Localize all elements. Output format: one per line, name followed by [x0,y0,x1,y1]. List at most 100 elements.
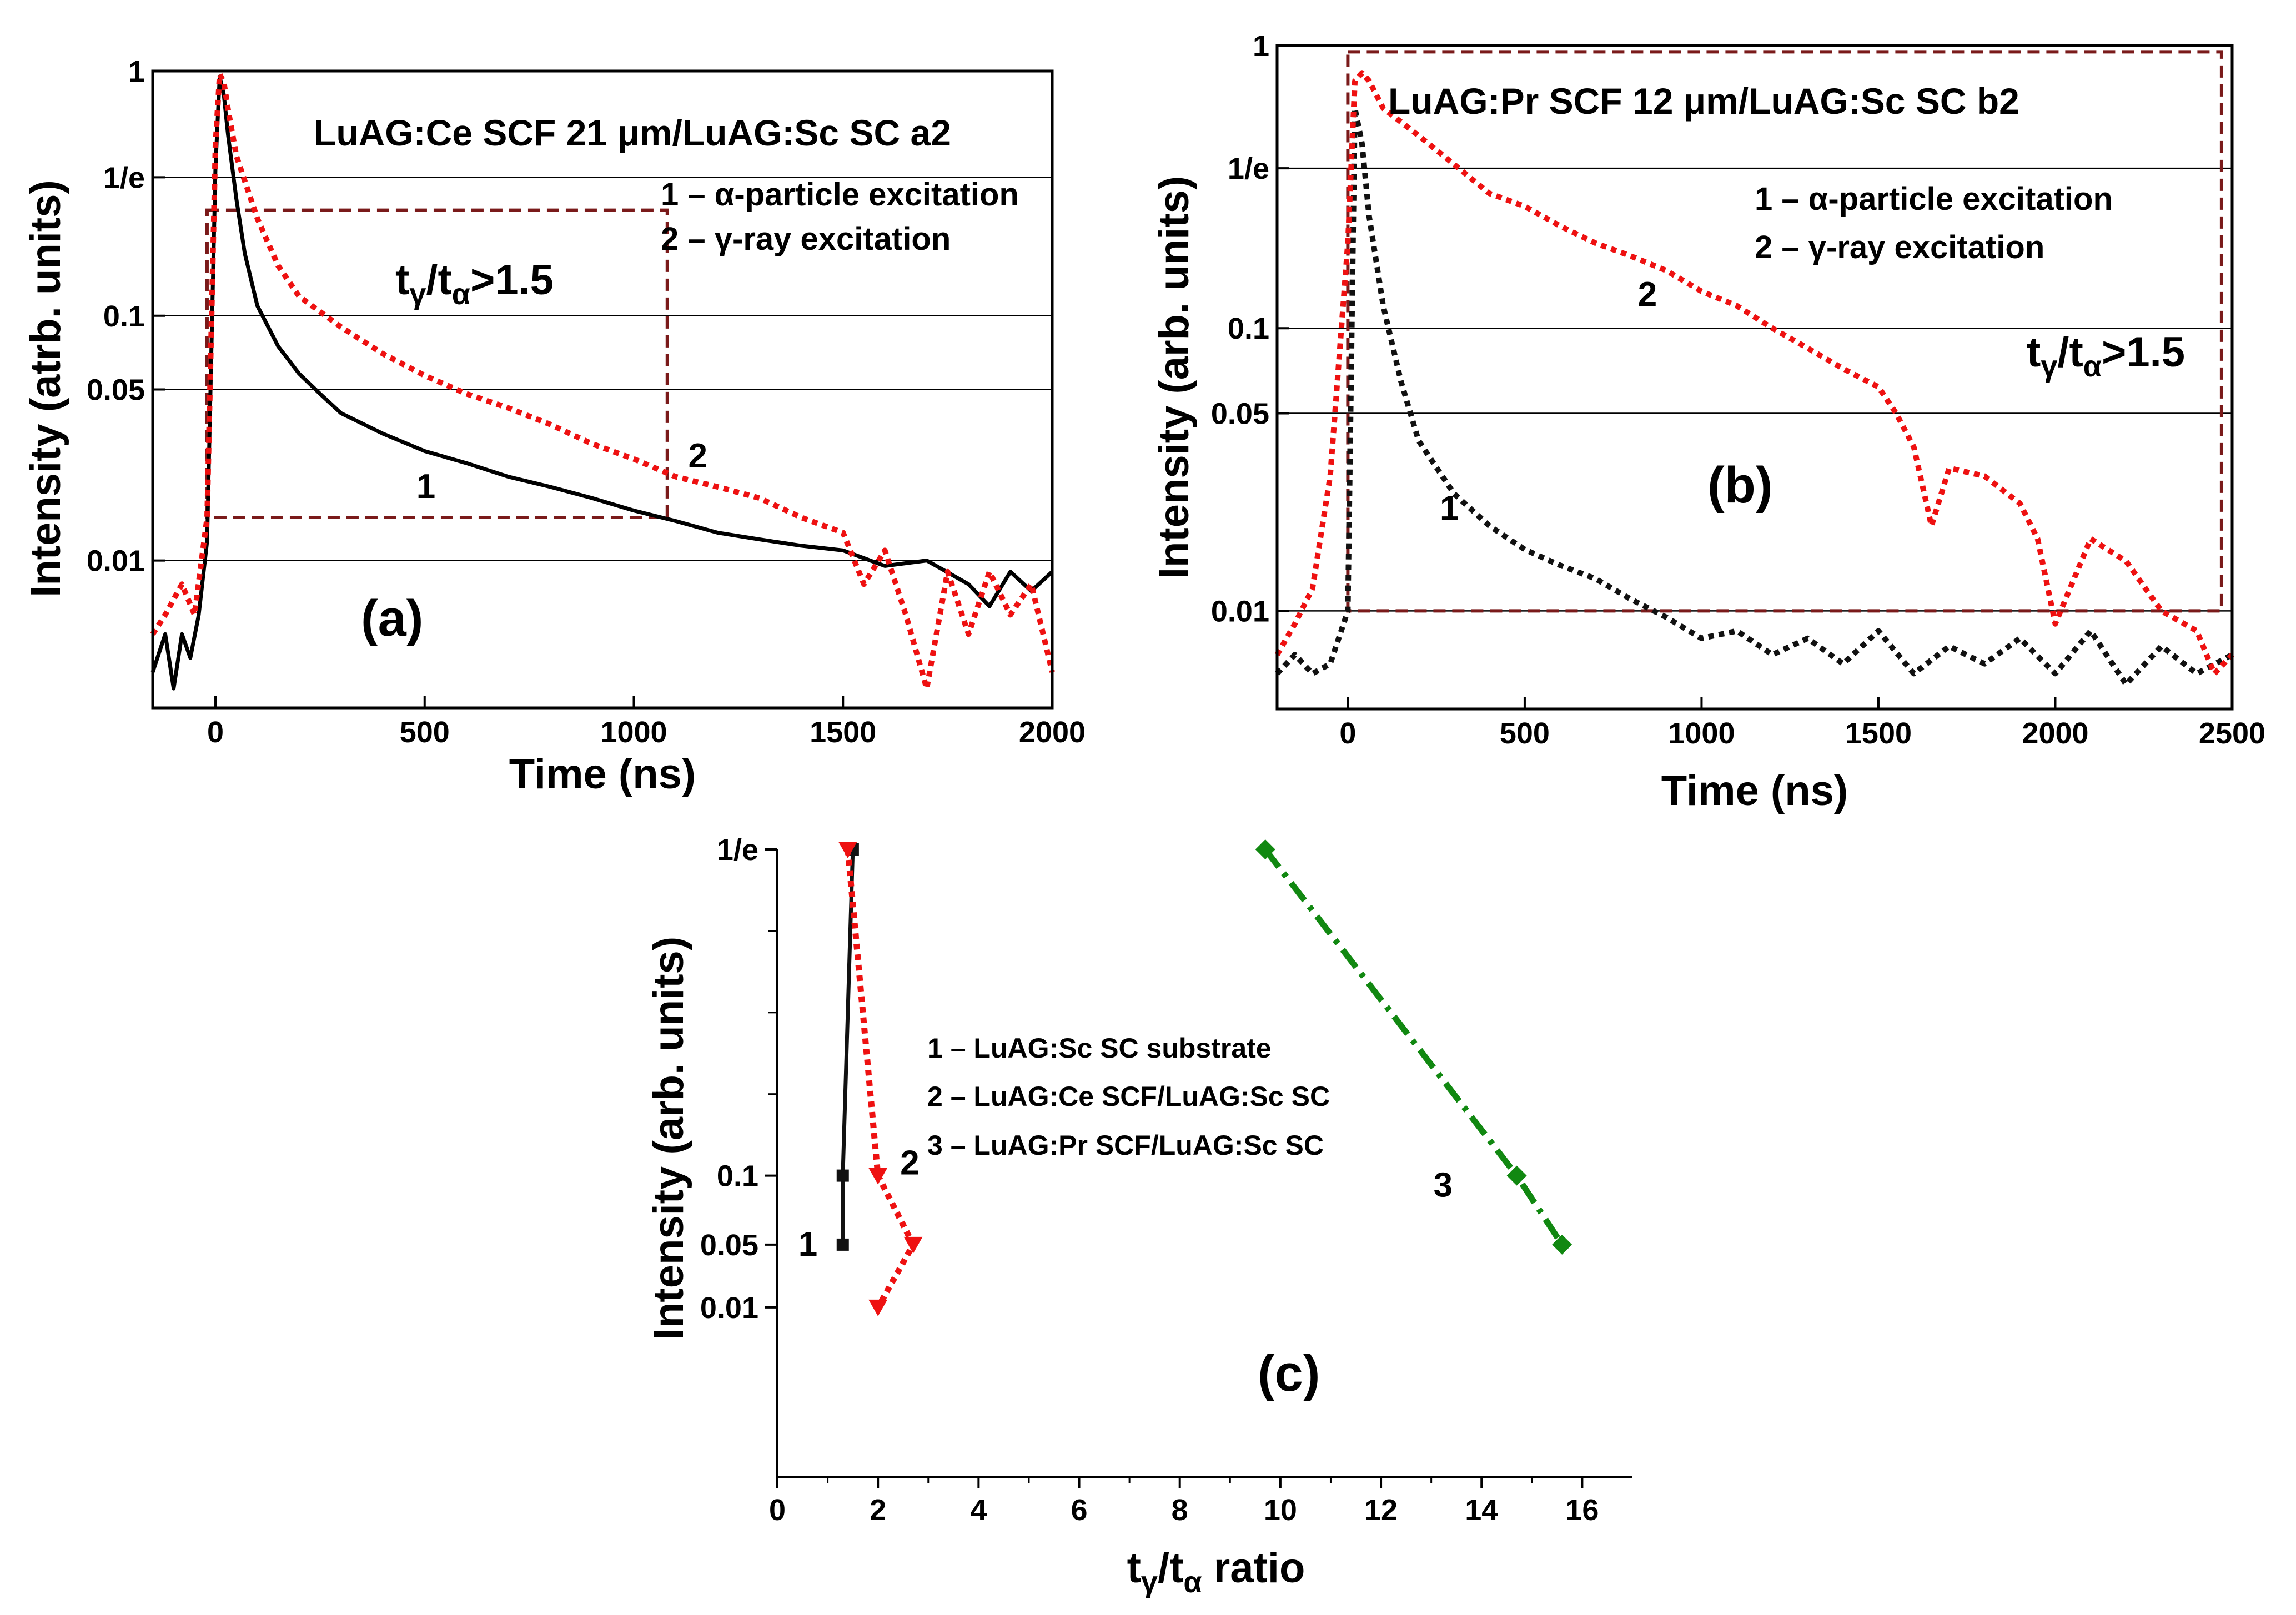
c-series-2-marker-2 [903,1236,923,1254]
panel-c-xlabel-t: t [1127,1544,1141,1592]
panel-b-legend-2: 2 – γ-ray excitation [1755,229,2044,265]
panel-a-x-axis-label: Time (ns) [509,751,696,798]
c-ytick-label-2: 0.05 [700,1229,758,1262]
panel-c-chart: 0 2 4 6 8 10 12 14 16 1/e0.10.050.01 1 – LuAG:Sc… [645,833,1632,1599]
a-ytick-label-1: 1/e [103,161,145,194]
panel-c-legend-1: 1 – LuAG:Sc SC substrate [927,1033,1272,1064]
c-ytick-label-1: 0.1 [717,1160,758,1193]
a-xtick-label-2: 1000 [600,716,667,749]
c-series-3-marker-2 [1552,1234,1572,1255]
panel-b-label: (b) [1707,457,1772,514]
panel-c-series [836,839,1572,1316]
panel-b-chart: 0 500 1000 1500 2000 2500 1 1/e 0.1 0.05 0.01 LuA… [1150,29,2265,814]
panel-a-reference-lines [153,177,1052,561]
b-ytick-label-3: 0.05 [1211,397,1269,430]
panel-a-ratio-sub-gamma: γ [409,278,426,311]
panel-a-ratio-annotation: tγ/tα>1.5 [395,256,554,311]
c-xtick-label-0: 0 [769,1493,786,1527]
panel-a-legend-1: 1 – α-particle excitation [661,177,1019,213]
b-xtick-label-5: 2500 [2199,717,2265,750]
panel-a-label: (a) [361,590,423,647]
c-ytick-label-3: 0.01 [700,1291,758,1325]
c-xtick-label-7: 14 [1465,1493,1498,1527]
panel-b-ratio-annotation: tγ/tα>1.5 [2027,329,2185,383]
panel-c-y-ticks: 1/e 0.1 0.05 0.01 [700,833,777,1325]
panel-c-label: (c) [1258,1345,1320,1402]
b-ytick-label-0: 1 [1253,29,1269,63]
panel-b-ratio-box [1346,50,2223,613]
panel-b-ratio-mid: /t [2057,329,2083,376]
panel-b-ratio-t: t [2027,329,2041,376]
panel-b-x-axis-label: Time (ns) [1661,767,1848,814]
panel-c-curve-label-1: 1 [798,1225,817,1264]
panel-a-curve-label-1: 1 [416,467,435,506]
a-xtick-label-1: 500 [400,716,450,749]
c-xtick-label-8: 16 [1565,1493,1599,1527]
panel-c-x-ticks: 0 2 4 6 8 10 12 14 16 [769,1477,1599,1527]
b-xtick-label-3: 1500 [1845,717,1912,750]
b-xtick-label-2: 1000 [1668,717,1735,750]
panel-a-y-axis-label: Intensity (atrb. units) [22,180,69,597]
c-xtick-label-4: 8 [1172,1493,1188,1527]
b-ytick-label-2: 0.1 [1228,312,1269,345]
c-ytick-label-0: 1/e [717,833,758,867]
c-series-3-marker-0 [1255,839,1275,859]
a-series-2-line [150,71,1055,692]
c-xtick-label-6: 12 [1364,1493,1398,1527]
panel-a-ratio-t: t [395,256,409,304]
c-xtick-label-5: 10 [1264,1493,1297,1527]
panel-b-x-ticks: 0 500 1000 1500 2000 2500 [1339,697,2265,750]
panel-b-series [1274,70,2234,687]
panel-a-ratio-box [205,208,669,519]
b-ytick-label-4: 0.01 [1211,595,1269,628]
panel-c-xlabel-tail: ratio [1202,1544,1305,1592]
panel-b-curve-label-2: 2 [1638,275,1657,314]
panel-b-title: LuAG:Pr SCF 12 μm/LuAG:Sc SC b2 [1388,81,2019,122]
c-xtick-label-1: 2 [870,1493,886,1527]
panel-a-x-ticks: 0 500 1000 1500 2000 [207,696,1086,749]
panel-c-curve-label-3: 3 [1434,1166,1453,1205]
a-ytick-label-2: 0.1 [103,300,145,333]
c-series-2-line [845,849,917,1309]
panel-a-series [150,71,1055,692]
panel-c-legend-3: 3 – LuAG:Pr SCF/LuAG:Sc SC [927,1130,1324,1161]
panel-c-curve-label-2: 2 [900,1144,919,1183]
panel-b-ratio-tail: >1.5 [2102,329,2185,376]
a-ytick-label-3: 0.05 [87,374,145,407]
b-xtick-label-4: 2000 [2022,717,2088,750]
c-series-2-marker-3 [868,1299,888,1316]
panel-c-x-axis-label: tγ/tα ratio [1127,1544,1305,1599]
panel-c-xlabel-mid: /t [1158,1544,1183,1592]
b-series-1-line [1275,105,2234,687]
panel-a-chart: 0 500 1000 1500 2000 1 1/e 0.1 0.05 0.01 LuAG:Ce… [22,55,1086,798]
b-box-rect [1346,50,2223,613]
panel-a-title: LuAG:Ce SCF 21 μm/LuAG:Sc SC a2 [314,112,951,153]
a-series-1-line [150,74,1054,691]
panel-a-ratio-tail: >1.5 [470,256,554,304]
a-xtick-label-3: 1500 [810,716,876,749]
b-xtick-label-0: 0 [1339,717,1356,750]
c-xtick-label-2: 4 [970,1493,987,1527]
panel-a-curve-label-2: 2 [688,437,707,475]
panel-b-y-ticks: 1 1/e 0.1 0.05 0.01 [1211,29,1289,628]
panel-b-y-axis-label: Intensity (arb. units) [1150,176,1198,579]
panel-c-legend-2: 2 – LuAG:Ce SCF/LuAG:Sc SC [927,1081,1330,1112]
c-series-2-marker-1 [868,1168,888,1185]
a-ytick-label-0: 1 [128,55,145,88]
panel-c-y-axis-label: Intensity (arb. units) [645,937,692,1340]
panel-a-y-ticks: 1 1/e 0.1 0.05 0.01 [87,55,165,578]
c-series-1-marker-1 [836,1169,849,1182]
b-xtick-label-1: 500 [1500,717,1550,750]
panel-c-xlabel-sub-gamma: γ [1141,1566,1158,1599]
panel-a-ratio-sub-alpha: α [452,278,470,311]
c-series-1-marker-2 [836,1238,849,1251]
c-xtick-label-3: 6 [1071,1493,1088,1527]
panel-b-legend-1: 1 – α-particle excitation [1755,181,2113,217]
b-ytick-label-1: 1/e [1228,152,1269,185]
a-xtick-label-4: 2000 [1019,716,1086,749]
b-series-2-line [1274,70,2234,677]
panel-c-axes [776,849,1632,1478]
a-box-rect [205,208,669,519]
panel-b-ratio-sub-gamma: γ [2041,350,2057,383]
